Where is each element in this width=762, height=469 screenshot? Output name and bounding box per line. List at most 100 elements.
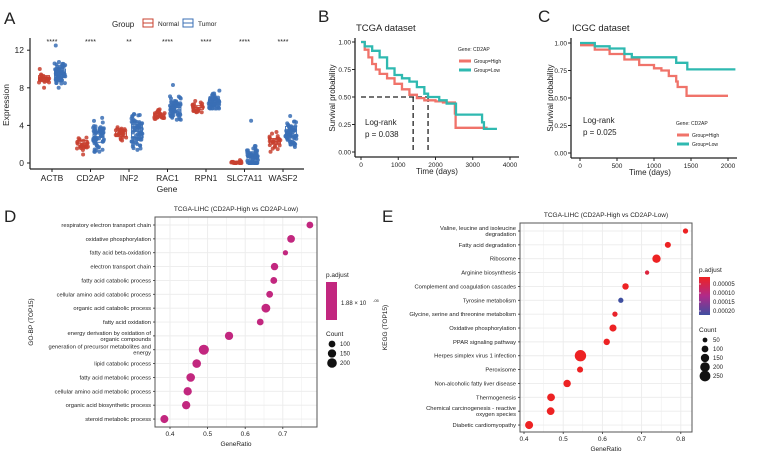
- category-label: Diabetic cardiomyopathy: [453, 423, 517, 429]
- y-axis-label: GO-BP (TOP15): [28, 298, 35, 345]
- legend-circle: [702, 337, 708, 343]
- data-point: [546, 407, 555, 416]
- jitter-point: [119, 129, 124, 134]
- jitter-point: [100, 147, 105, 152]
- legend-circle: [327, 358, 337, 368]
- jitter-point: [97, 149, 102, 154]
- category-label: respiratory electron transport chain: [61, 223, 151, 229]
- category-label: generation of precursor metabolites and: [49, 345, 151, 351]
- color-bar-label: 0.00010: [713, 291, 735, 297]
- data-point: [198, 344, 209, 355]
- panel-e-dotplot: 0.4 0.5 0.6 0.7 0.8 TCGA-LIHC (CD2AP-High vs …: [382, 212, 735, 453]
- color-bar: [326, 282, 337, 320]
- y-tick-label: 0.25: [338, 122, 351, 129]
- legend-entry: Group=Low: [692, 142, 718, 148]
- jitter-point: [53, 43, 58, 48]
- category-label: Ribosome: [490, 257, 516, 263]
- jitter-point: [175, 110, 180, 115]
- category-label: Complement and coagulation cascades: [414, 284, 516, 290]
- data-point: [306, 221, 314, 229]
- y-tick-label: 0.00: [338, 150, 351, 157]
- jitter-point: [53, 77, 58, 82]
- legend-title: Count: [699, 327, 717, 334]
- jitter-point: [54, 72, 59, 77]
- y-tick-label: 0.25: [554, 123, 567, 130]
- jitter-point: [94, 136, 99, 141]
- jitter-point: [60, 65, 65, 70]
- jitter-point: [275, 147, 280, 152]
- chart-title: TCGA-LIHC (CD2AP-High vs CD2AP-Low): [174, 206, 298, 213]
- jitter-point: [288, 114, 293, 118]
- category-label: Fatty acid degradation: [459, 243, 516, 249]
- color-bar-label: 1.88 × 10: [341, 301, 367, 307]
- significance-label: ****: [239, 39, 250, 46]
- legend-entry: Group=Low: [474, 68, 500, 74]
- jitter-point: [217, 88, 222, 93]
- category-label: steroid metabolic process: [85, 417, 151, 423]
- jitter-point: [42, 85, 47, 90]
- data-point: [525, 421, 534, 430]
- category-label: Oxidative phosphorylation: [449, 326, 516, 332]
- p-value-label: p = 0.025: [583, 128, 617, 137]
- x-tick-label: 0.8: [676, 436, 685, 443]
- jitter-point: [252, 154, 257, 159]
- jitter-point: [92, 149, 97, 154]
- x-tick-label: 0: [578, 163, 582, 170]
- jitter-point: [294, 136, 299, 141]
- data-point: [618, 297, 624, 303]
- x-tick-label: 1000: [647, 163, 662, 170]
- data-point: [609, 324, 617, 332]
- survival-curve: [580, 41, 736, 71]
- chart-title: TCGA dataset: [356, 23, 416, 34]
- legend-entry: 250: [713, 374, 724, 380]
- jitter-point: [81, 152, 86, 157]
- category-label: lipid catabolic process: [94, 362, 151, 368]
- data-point: [622, 283, 629, 290]
- jitter-point: [99, 130, 104, 135]
- jitter-point: [293, 142, 298, 147]
- jitter-point: [291, 119, 296, 124]
- jitter-point: [57, 67, 62, 72]
- panel-d-dotplot: 0.4 0.5 0.6 0.7 TCGA-LIHC (CD2AP-High vs CD2…: [28, 206, 380, 448]
- legend-circle: [328, 340, 336, 348]
- category-label: oxygen species: [476, 412, 516, 418]
- jitter-point: [92, 118, 97, 123]
- y-tick-label: 0.50: [338, 95, 351, 102]
- jitter-point: [198, 100, 203, 105]
- jitter-point: [274, 129, 279, 134]
- x-tick-label: 0.6: [241, 431, 250, 438]
- jitter-point: [138, 146, 143, 151]
- jitter-point: [193, 98, 198, 103]
- data-point: [266, 290, 274, 298]
- x-tick-label: 2000: [428, 162, 443, 169]
- jitter-point: [59, 81, 64, 86]
- category-label: degradation: [485, 232, 516, 238]
- jitter-point: [98, 125, 103, 130]
- legend-entry: 100: [713, 347, 724, 353]
- jitter-point: [62, 81, 67, 86]
- panel-a-boxplot: 0 4 8 12 ACTB **** CD2AP **** INF2 ** RAC1 **** RPN1…: [1, 18, 304, 194]
- jitter-point: [37, 67, 42, 71]
- legend-entry: 100: [340, 342, 351, 348]
- p-value-label: p = 0.038: [365, 130, 399, 139]
- category-label: Tyrosine metabolism: [463, 298, 516, 304]
- color-bar-label: 0.00015: [713, 300, 735, 306]
- legend-circle: [701, 345, 709, 353]
- jitter-point: [113, 128, 118, 133]
- legend-entry: Group=High: [692, 133, 719, 139]
- category-label: Valine, leucine and isoleucine: [440, 226, 516, 232]
- y-tick-label: 0.75: [338, 67, 351, 74]
- legend-title: Gene: CD2AP: [676, 121, 708, 127]
- jitter-point: [84, 135, 89, 140]
- log-rank-label: Log-rank: [583, 116, 616, 125]
- jitter-point: [130, 139, 135, 144]
- data-point: [224, 331, 234, 341]
- jitter-point: [268, 149, 273, 154]
- x-tick-label: 0.5: [559, 436, 568, 443]
- data-point: [577, 366, 584, 373]
- jitter-point: [136, 113, 141, 118]
- y-tick-label: 8: [19, 83, 24, 93]
- data-point: [287, 234, 295, 243]
- category-label: Thermogenesis: [476, 395, 516, 401]
- jitter-point: [190, 103, 195, 108]
